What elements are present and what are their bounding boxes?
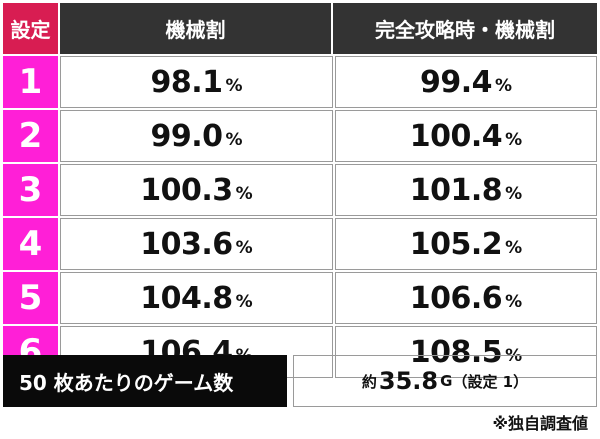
source-note: ※独自調査値 <box>492 414 588 433</box>
full-payout-cell: 108.5% <box>335 326 597 378</box>
header-full-strategy-payout: 完全攻略時・機械割 <box>333 3 597 54</box>
payout-cell: 103.6% <box>60 218 333 270</box>
setting-cell: 5 <box>3 272 58 324</box>
setting-cell: 4 <box>3 218 58 270</box>
setting-cell: 1 <box>3 56 58 108</box>
payout-table: 設定 機械割 完全攻略時・機械割 1 98.1% 99.4% 2 99.0% 1… <box>3 3 597 378</box>
table-row: 4 103.6% 105.2% <box>3 216 597 270</box>
table-row: 5 104.8% 106.6% <box>3 270 597 324</box>
full-payout-cell: 101.8% <box>335 164 597 216</box>
full-payout-cell: 106.6% <box>335 272 597 324</box>
games-per-50-value: 約 35.8 G （設定 1） <box>293 355 597 407</box>
table-row: 3 100.3% 101.8% <box>3 162 597 216</box>
games-per-50-label: 50 枚あたりのゲーム数 <box>3 355 287 407</box>
full-payout-cell: 105.2% <box>335 218 597 270</box>
table-header: 設定 機械割 完全攻略時・機械割 <box>3 3 597 54</box>
header-payout: 機械割 <box>60 3 331 54</box>
payout-cell: 98.1% <box>60 56 333 108</box>
table-row: 1 98.1% 99.4% <box>3 54 597 108</box>
full-payout-cell: 100.4% <box>335 110 597 162</box>
payout-cell: 100.3% <box>60 164 333 216</box>
full-payout-cell: 99.4% <box>335 56 597 108</box>
header-setting: 設定 <box>3 3 58 54</box>
setting-cell: 3 <box>3 164 58 216</box>
payout-cell: 99.0% <box>60 110 333 162</box>
setting-cell: 2 <box>3 110 58 162</box>
payout-cell: 104.8% <box>60 272 333 324</box>
games-per-50-row: 50 枚あたりのゲーム数 約 35.8 G （設定 1） <box>3 355 597 407</box>
table-row: 2 99.0% 100.4% <box>3 108 597 162</box>
